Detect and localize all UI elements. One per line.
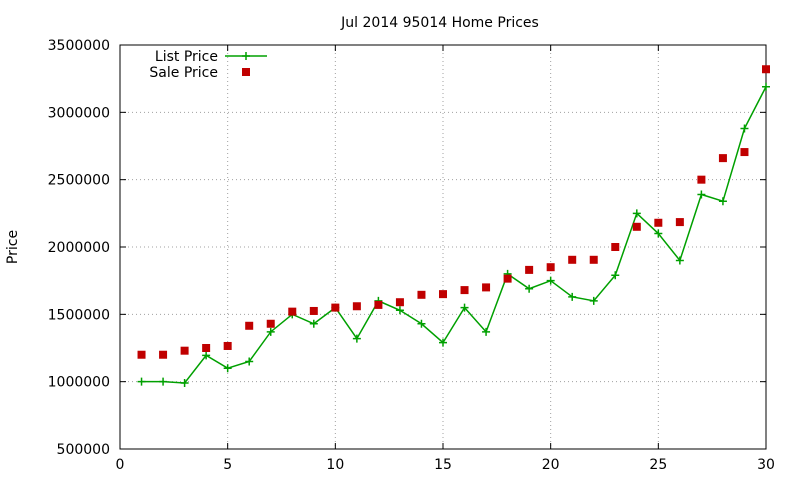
- legend-key-sale-price: [242, 68, 250, 76]
- list-price-point: [352, 334, 361, 343]
- grid-lines: [120, 45, 766, 449]
- y-tick-label: 1000000: [48, 375, 110, 391]
- sale-price-point: [740, 148, 749, 157]
- list-price-point: [266, 327, 275, 336]
- sale-price-point: [654, 218, 663, 227]
- list-price-point: [546, 276, 555, 285]
- list-price-point: [675, 256, 684, 265]
- list-price-point: [159, 377, 168, 386]
- list-price-point: [245, 357, 254, 366]
- x-tick-label: 0: [116, 457, 125, 473]
- sale-price-point: [632, 222, 641, 231]
- y-tick-label: 3000000: [48, 105, 110, 121]
- list-price-point: [568, 292, 577, 301]
- y-tick-label: 500000: [57, 442, 110, 458]
- list-price-point: [417, 319, 426, 328]
- sale-price-point: [611, 243, 620, 251]
- y-tick-label: 3500000: [48, 38, 110, 54]
- x-tick-label: 30: [757, 457, 775, 473]
- list-price-point: [460, 303, 469, 312]
- legend-marker-list-price: [242, 52, 250, 60]
- axis-ticks: [119, 44, 767, 450]
- sale-price-series: [137, 65, 770, 359]
- series-layer: [137, 65, 770, 388]
- sale-price-point: [503, 274, 512, 283]
- sale-price-point: [762, 65, 770, 74]
- y-tick-label: 2500000: [48, 173, 110, 189]
- sale-price-point: [159, 350, 168, 359]
- sale-price-point: [223, 341, 232, 350]
- sale-price-point: [482, 283, 491, 292]
- legend-label-list-price: List Price: [155, 49, 218, 65]
- list-price-line: [141, 86, 767, 384]
- list-price-point: [718, 197, 727, 206]
- sale-price-point: [352, 302, 361, 311]
- sale-price-point: [589, 255, 598, 264]
- sale-price-point: [374, 300, 383, 309]
- list-price-point: [611, 271, 620, 280]
- sale-price-point: [546, 263, 555, 272]
- list-price-point: [180, 379, 189, 388]
- sale-price-point: [417, 290, 426, 299]
- sale-price-point: [439, 290, 447, 299]
- list-price-point: [309, 319, 318, 328]
- list-price-point: [525, 284, 534, 293]
- x-tick-label: 15: [434, 457, 452, 473]
- legend-label-sale-price: Sale Price: [149, 65, 218, 81]
- x-tick-label: 20: [542, 457, 560, 473]
- list-price-point: [632, 209, 641, 218]
- sale-price-point: [245, 321, 254, 330]
- sale-price-point: [525, 265, 534, 274]
- sale-price-point: [266, 319, 275, 328]
- sale-price-point: [460, 286, 469, 295]
- sale-price-point: [697, 175, 706, 184]
- sale-price-point: [180, 346, 189, 355]
- sale-price-point: [331, 303, 340, 312]
- list-price-point: [223, 364, 232, 373]
- list-price-point: [482, 327, 491, 336]
- y-axis-label: Price: [5, 230, 21, 264]
- x-tick-label: 10: [326, 457, 344, 473]
- chart-title: Jul 2014 95014 Home Prices: [340, 15, 539, 31]
- legend-key-list-price: [225, 52, 267, 60]
- x-tick-label: 5: [223, 457, 232, 473]
- list-price-point: [762, 82, 770, 91]
- sale-price-point: [395, 298, 404, 307]
- list-price-point: [137, 377, 146, 386]
- y-tick-labels: 500000 1000000 1500000 2000000 2500000 300000…: [48, 38, 110, 458]
- y-tick-label: 1500000: [48, 307, 110, 323]
- list-price-point: [395, 306, 404, 315]
- list-price-series: [137, 82, 770, 388]
- list-price-point: [439, 338, 447, 347]
- list-price-point: [654, 229, 663, 238]
- list-price-point: [202, 351, 211, 360]
- x-tick-label: 25: [649, 457, 667, 473]
- list-price-point: [697, 190, 706, 199]
- sale-price-point: [675, 218, 684, 227]
- sale-price-point: [309, 306, 318, 315]
- list-price-point: [740, 124, 749, 133]
- sale-price-point: [288, 307, 297, 316]
- legend-marker-sale-price: [242, 68, 250, 76]
- y-tick-label: 2000000: [48, 240, 110, 256]
- sale-price-point: [718, 154, 727, 163]
- sale-price-point: [202, 344, 211, 352]
- sale-price-point: [568, 255, 577, 264]
- sale-price-point: [137, 350, 146, 359]
- x-tick-labels: 0 5 10 15 20 25 30: [116, 457, 775, 473]
- list-price-point: [589, 296, 598, 305]
